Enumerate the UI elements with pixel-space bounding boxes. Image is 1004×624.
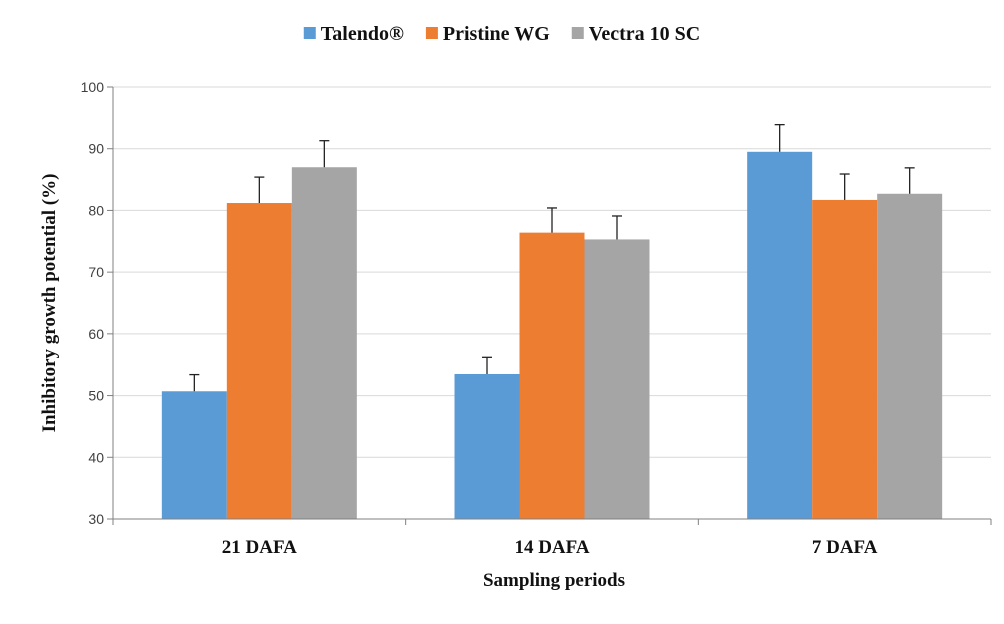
- bar: [747, 151, 813, 520]
- x-axis-title: Sampling periods: [483, 570, 625, 591]
- y-tick-label: 80: [88, 202, 104, 218]
- y-tick-label: 60: [88, 326, 104, 342]
- y-tick-label: 40: [88, 449, 104, 465]
- y-axis-title: Inhibitory growth potential (%): [39, 174, 60, 433]
- legend-swatch: [425, 27, 438, 39]
- legend-swatch: [303, 27, 316, 39]
- bar: [812, 199, 878, 520]
- bar: [584, 239, 650, 520]
- legend-label: Pristine WG: [443, 23, 550, 45]
- x-category-label: 14 DAFA: [514, 537, 589, 558]
- axes: [112, 87, 992, 525]
- y-tick-label: 70: [88, 264, 104, 280]
- y-tick-label: 90: [88, 141, 104, 157]
- bar: [454, 373, 520, 519]
- bar: [519, 232, 585, 519]
- legend-item: Vectra 10 SC: [571, 23, 700, 45]
- legend-label: Talendo®: [321, 23, 404, 45]
- bars: [161, 151, 943, 520]
- legend: Talendo® Pristine WG Vectra 10 SC: [303, 23, 700, 45]
- error-bars: [189, 123, 915, 392]
- x-category-labels: 21 DAFA 14 DAFA 7 DAFA: [222, 537, 878, 558]
- y-tick-label: 100: [81, 79, 105, 95]
- x-category-label: 21 DAFA: [222, 537, 297, 558]
- y-tick-labels: 30 40 50 60 70 80 90 100: [81, 79, 105, 527]
- legend-item: Pristine WG: [425, 23, 550, 45]
- legend-item: Talendo®: [303, 23, 404, 45]
- bar: [877, 193, 943, 519]
- y-tick-label: 30: [88, 511, 104, 527]
- bar: [291, 167, 357, 519]
- legend-label: Vectra 10 SC: [589, 23, 700, 45]
- y-tick-label: 50: [88, 388, 104, 404]
- bar: [226, 203, 292, 519]
- legend-swatch: [571, 27, 584, 39]
- x-category-label: 7 DAFA: [812, 537, 878, 558]
- bar: [161, 391, 227, 519]
